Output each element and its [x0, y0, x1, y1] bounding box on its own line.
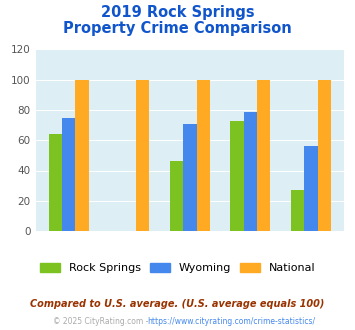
Bar [257, 80, 271, 231]
Text: © 2025 CityRating.com -: © 2025 CityRating.com - [53, 317, 151, 326]
Bar [136, 80, 149, 231]
Bar [291, 190, 304, 231]
Bar [183, 124, 197, 231]
Bar [197, 80, 210, 231]
Bar [230, 120, 244, 231]
Bar [244, 112, 257, 231]
Text: https://www.cityrating.com/crime-statistics/: https://www.cityrating.com/crime-statist… [147, 317, 316, 326]
Text: Property Crime Comparison: Property Crime Comparison [63, 21, 292, 36]
Bar [62, 117, 76, 231]
Text: 2019 Rock Springs: 2019 Rock Springs [101, 5, 254, 20]
Bar [304, 146, 318, 231]
Text: Compared to U.S. average. (U.S. average equals 100): Compared to U.S. average. (U.S. average … [30, 299, 325, 309]
Bar [49, 134, 62, 231]
Bar [76, 80, 89, 231]
Bar [318, 80, 331, 231]
Bar [170, 161, 183, 231]
Legend: Rock Springs, Wyoming, National: Rock Springs, Wyoming, National [40, 263, 315, 273]
